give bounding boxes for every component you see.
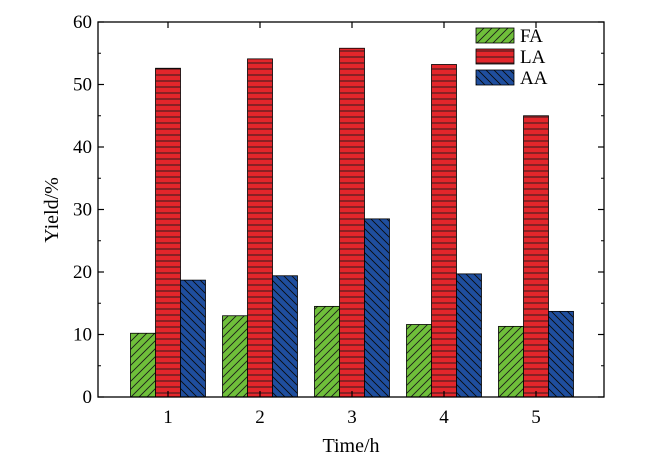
y-tick-label: 50: [73, 75, 92, 96]
x-tick-label: 2: [255, 407, 265, 428]
bar-hatch: [222, 315, 248, 398]
bar-hatch: [523, 115, 549, 398]
bar-hatch: [548, 310, 574, 398]
x-axis-title: Time/h: [322, 435, 379, 457]
bar-hatch: [130, 332, 156, 398]
bar-hatch: [155, 67, 181, 398]
bar-la-4: [431, 64, 457, 398]
legend-swatch: [475, 27, 515, 44]
legend-item-fa: FA: [475, 26, 543, 47]
legend-swatch: [475, 69, 515, 86]
bar-fa-2: [222, 315, 248, 398]
bar-hatch: [247, 58, 273, 398]
bar-hatch: [498, 325, 524, 398]
bar-hatch: [314, 305, 340, 398]
bar-aa-2: [272, 275, 298, 398]
bar-fa-3: [314, 305, 340, 398]
legend-label: FA: [520, 26, 543, 47]
bar-fa-5: [498, 325, 524, 398]
bar-hatch: [339, 47, 365, 398]
y-tick-label: 30: [73, 200, 92, 221]
bar-aa-3: [364, 218, 390, 398]
legend-item-aa: AA: [475, 68, 548, 89]
y-tick-label: 20: [73, 262, 92, 283]
y-tick-label: 10: [73, 325, 92, 346]
bar-hatch: [180, 279, 206, 398]
x-tick-label: 1: [163, 407, 173, 428]
bar-la-2: [247, 58, 273, 398]
bar-aa-4: [456, 273, 482, 398]
y-axis-title: Yield/%: [41, 177, 63, 243]
bar-la-3: [339, 47, 365, 398]
bars-layer: [130, 47, 574, 398]
bar-aa-1: [180, 279, 206, 398]
bar-hatch: [364, 218, 390, 398]
x-tick-label: 4: [439, 407, 449, 428]
bar-hatch: [406, 324, 432, 398]
y-tick-label: 40: [73, 137, 92, 158]
legend-item-la: LA: [475, 47, 546, 68]
bar-fa-1: [130, 332, 156, 398]
legend-swatch: [475, 48, 515, 65]
legend-label: AA: [520, 68, 548, 89]
bar-hatch: [431, 64, 457, 398]
bar-hatch: [272, 275, 298, 398]
x-tick-label: 3: [347, 407, 357, 428]
bar-fa-4: [406, 324, 432, 398]
bar-la-5: [523, 115, 549, 398]
y-tick-label: 0: [83, 387, 93, 408]
y-tick-label: 60: [73, 12, 92, 33]
ticks-layer: 0 10 20 30 40 50 60 1 2 3 4 5: [73, 12, 604, 428]
bar-hatch: [456, 273, 482, 398]
bar-la-1: [155, 67, 181, 398]
bar-aa-5: [548, 310, 574, 398]
x-tick-label: 5: [531, 407, 541, 428]
legend-label: LA: [520, 47, 546, 68]
